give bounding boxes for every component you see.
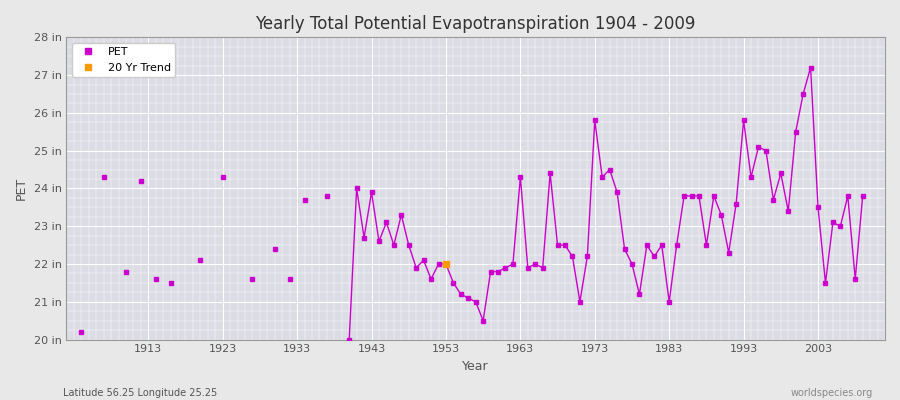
Text: worldspecies.org: worldspecies.org — [791, 388, 873, 398]
Title: Yearly Total Potential Evapotranspiration 1904 - 2009: Yearly Total Potential Evapotranspiratio… — [256, 15, 696, 33]
Text: Latitude 56.25 Longitude 25.25: Latitude 56.25 Longitude 25.25 — [63, 388, 217, 398]
Legend: PET, 20 Yr Trend: PET, 20 Yr Trend — [72, 43, 176, 77]
Y-axis label: PET: PET — [15, 177, 28, 200]
X-axis label: Year: Year — [463, 360, 489, 373]
